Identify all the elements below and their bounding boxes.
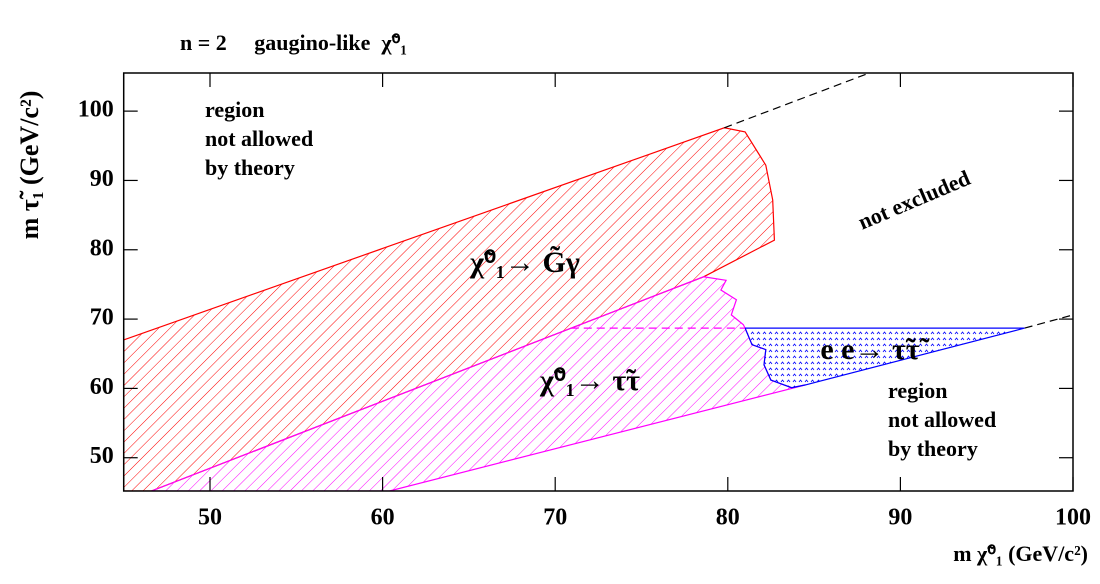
- x-axis-label: m χ̃⁰₁ (GeV/c²): [953, 541, 1088, 566]
- dashed-line: [724, 72, 870, 129]
- x-tick-label: 80: [716, 505, 740, 531]
- x-tick-label: 90: [888, 505, 912, 531]
- y-tick-label: 60: [90, 374, 114, 400]
- region: [123, 127, 776, 491]
- x-tick-label: 70: [543, 505, 567, 531]
- x-tick-label: 50: [198, 505, 222, 531]
- annotation: by theory: [205, 155, 295, 180]
- region-label: χ̃⁰₁→ G̃γ: [469, 246, 580, 279]
- dashed-line: [1024, 314, 1074, 329]
- region-label: e e→ τ̃τ̃: [820, 333, 929, 366]
- region-label: χ̃⁰₁→ τ̃τ: [539, 364, 640, 397]
- y-tick-label: 80: [90, 235, 114, 261]
- annotation: by theory: [888, 436, 978, 461]
- x-tick-label: 60: [371, 505, 395, 531]
- annotation: region: [888, 378, 947, 403]
- y-tick-label: 50: [90, 443, 114, 469]
- x-tick-label: 100: [1055, 505, 1091, 531]
- annotation: not allowed: [205, 126, 313, 151]
- annotation: not allowed: [888, 407, 996, 432]
- y-axis-label: m τ̃₁ (GeV/c²): [15, 91, 44, 240]
- y-tick-label: 70: [90, 305, 114, 331]
- chart-title: n = 2 gaugino-like χ̃⁰₁: [180, 30, 407, 55]
- region: [744, 327, 1025, 389]
- y-tick-label: 100: [78, 97, 114, 123]
- annotation: not excluded: [854, 165, 973, 235]
- y-tick-label: 90: [90, 166, 114, 192]
- annotation: region: [205, 97, 264, 122]
- plot-frame: [122, 72, 1074, 492]
